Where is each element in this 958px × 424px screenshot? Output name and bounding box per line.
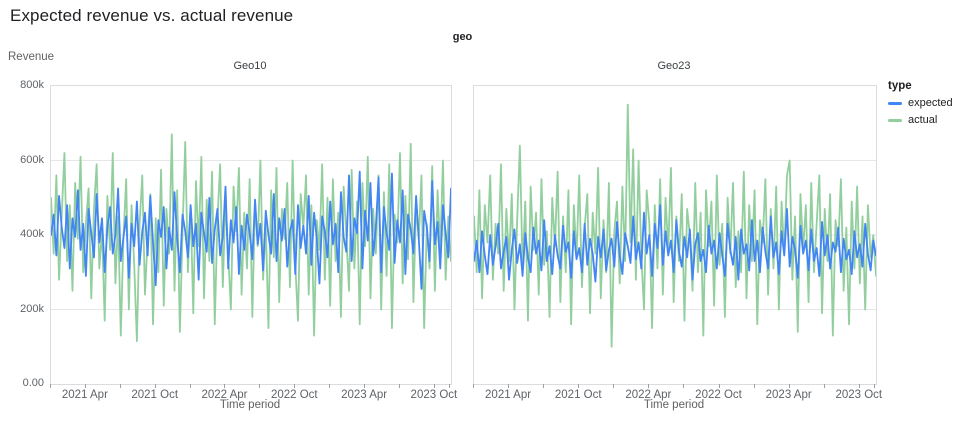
- x-minor-tick: [683, 384, 685, 388]
- x-axis-geo23: 2021 Apr 2021 Oct 2022 Apr 2022 Oct 2023 Apr…: [473, 384, 882, 418]
- x-tick-label: 2022 Apr: [625, 389, 672, 401]
- x-major-tick: [433, 384, 435, 388]
- x-tick-label: 2021 Apr: [485, 389, 532, 401]
- x-major-tick: [648, 384, 650, 388]
- x-tick-label: 2023 Apr: [341, 389, 388, 401]
- legend-item-actual[interactable]: actual: [888, 114, 956, 127]
- x-major-tick: [224, 384, 226, 388]
- x-minor-tick: [449, 384, 450, 388]
- legend: type expected actual: [888, 80, 956, 131]
- actual-line-swatch: [888, 119, 902, 122]
- chart-title: Expected revenue vs. actual revenue: [10, 6, 294, 25]
- x-minor-tick: [823, 384, 825, 388]
- x-tick-label: 2023 Oct: [835, 389, 883, 401]
- actual-line[interactable]: [474, 103, 876, 348]
- x-minor-tick: [753, 384, 755, 388]
- x-major-tick: [858, 384, 860, 388]
- x-minor-tick: [189, 384, 191, 388]
- x-minor-tick: [259, 384, 261, 388]
- line-chart-geo23[interactable]: [474, 86, 876, 384]
- x-major-tick: [788, 384, 790, 388]
- y-axis-title: Revenue: [8, 51, 55, 63]
- facet-field-label: geo: [452, 31, 473, 43]
- legend-title: type: [888, 80, 912, 92]
- legend-item-expected[interactable]: expected: [888, 97, 956, 110]
- x-tick-label: 2022 Oct: [270, 389, 318, 401]
- x-minor-tick: [329, 384, 331, 388]
- x-tick-label: 2021 Oct: [131, 389, 179, 401]
- x-minor-tick: [50, 384, 51, 388]
- y-tick-label: 600k: [20, 153, 44, 166]
- x-minor-tick: [613, 384, 615, 388]
- chart-panel-geo10[interactable]: [50, 85, 452, 385]
- facet-title-geo23: Geo23: [657, 60, 691, 72]
- x-major-tick: [578, 384, 580, 388]
- expected-line[interactable]: [51, 170, 451, 290]
- x-minor-tick: [874, 384, 875, 388]
- x-axis-title-geo10: Time period: [219, 399, 281, 411]
- expected-line-swatch: [888, 102, 902, 105]
- legend-label-expected: expected: [908, 97, 953, 109]
- x-minor-tick: [398, 384, 400, 388]
- legend-label-actual: actual: [908, 114, 938, 126]
- x-major-tick: [508, 384, 510, 388]
- x-major-tick: [84, 384, 86, 388]
- expected-line[interactable]: [474, 204, 876, 283]
- x-tick-label: 2023 Oct: [410, 389, 458, 401]
- x-tick-label: 2021 Oct: [554, 389, 602, 401]
- x-minor-tick: [119, 384, 121, 388]
- line-chart-geo10[interactable]: [51, 86, 451, 384]
- y-tick-label: 0.00: [22, 377, 44, 389]
- x-major-tick: [294, 384, 296, 388]
- x-tick-label: 2023 Apr: [765, 389, 812, 401]
- x-minor-tick: [543, 384, 545, 388]
- x-tick-label: 2021 Apr: [61, 389, 108, 401]
- y-tick-label: 800k: [20, 79, 44, 91]
- x-tick-label: 2022 Apr: [201, 389, 248, 401]
- x-tick-label: 2022 Oct: [695, 389, 742, 401]
- x-minor-tick: [473, 384, 474, 388]
- chart-panel-geo23[interactable]: [473, 85, 877, 385]
- y-tick-label: 400k: [20, 228, 44, 240]
- facet-title-geo10: Geo10: [233, 60, 267, 72]
- x-major-tick: [364, 384, 366, 388]
- x-axis-title-geo23: Time period: [643, 399, 705, 411]
- x-major-tick: [718, 384, 720, 388]
- x-axis-geo10: 2021 Apr 2021 Oct 2022 Apr 2022 Oct 2023 Apr…: [50, 384, 457, 418]
- x-major-tick: [154, 384, 156, 388]
- y-tick-label: 200k: [20, 302, 44, 315]
